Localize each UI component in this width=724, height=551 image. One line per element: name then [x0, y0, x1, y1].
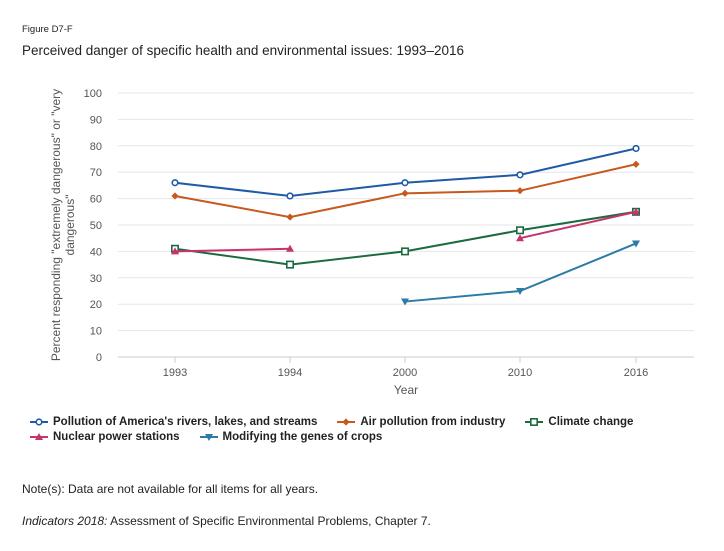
chart-title: Perceived danger of specific health and …	[22, 43, 465, 58]
series-line	[174, 210, 637, 266]
data-point	[632, 144, 640, 153]
data-point	[285, 260, 294, 269]
data-point	[401, 298, 409, 306]
data-point	[516, 187, 524, 195]
data-point	[401, 189, 409, 197]
data-point	[632, 160, 640, 168]
legend-swatch	[199, 433, 218, 441]
data-point	[286, 192, 294, 200]
legend-label: Climate change	[548, 415, 634, 428]
chart-note: Note(s): Data are not available for all …	[22, 482, 319, 496]
legend-swatch	[30, 432, 48, 440]
legend-item: Modifying the genes of crops	[199, 430, 383, 443]
source-italic: Indicators 2018:	[22, 514, 108, 528]
legend-label: Pollution of America's rivers, lakes, an…	[53, 415, 318, 428]
legend-marker	[204, 433, 213, 441]
series-1	[171, 160, 640, 221]
y-tick-label: 80	[90, 141, 102, 153]
series-3	[171, 207, 640, 255]
data-point	[401, 179, 409, 187]
data-point	[515, 226, 524, 235]
legend-item: Pollution of America's rivers, lakes, an…	[30, 416, 317, 428]
y-tick-label: 100	[84, 88, 102, 100]
data-point	[286, 213, 294, 221]
data-point	[632, 240, 640, 248]
data-point	[632, 207, 640, 215]
legend-label: Air pollution from industry	[360, 415, 506, 428]
x-tick-label: 1994	[278, 367, 302, 379]
legend-label: Modifying the genes of crops	[222, 430, 383, 443]
data-point	[286, 244, 294, 252]
series-line	[519, 210, 637, 240]
y-tick-label: 50	[90, 220, 102, 232]
legend-item: Nuclear power stations	[30, 431, 180, 443]
legend-item: Climate change	[525, 416, 633, 428]
y-tick-label: 30	[90, 273, 102, 285]
series-line	[174, 247, 291, 253]
source-text: Assessment of Specific Environmental Pro…	[107, 514, 431, 528]
y-tick-label: 40	[90, 246, 102, 258]
x-tick-label: 2010	[508, 367, 532, 379]
figure-label: Figure D7-F	[22, 24, 73, 35]
y-tick-label: 20	[90, 299, 102, 311]
y-tick-label: 90	[90, 114, 102, 126]
data-point	[171, 179, 179, 187]
chart-source: Indicators 2018: Assessment of Specific …	[22, 514, 431, 528]
legend-swatch	[337, 417, 356, 426]
legend-marker	[342, 417, 350, 426]
y-tick-label: 60	[90, 194, 102, 206]
legend-item: Air pollution from industry	[337, 416, 505, 428]
series-4	[401, 240, 640, 306]
y-tick-label: 10	[90, 326, 102, 338]
data-point	[516, 171, 524, 179]
series-2	[171, 207, 640, 269]
data-point	[171, 192, 179, 200]
legend-marker	[530, 417, 539, 426]
legend-swatch	[30, 417, 48, 426]
legend-marker	[35, 432, 43, 440]
legend-marker	[35, 417, 43, 426]
data-point	[516, 288, 524, 295]
legend-label: Nuclear power stations	[53, 430, 180, 443]
series-0	[171, 144, 640, 200]
x-tick-label: 2016	[624, 367, 648, 379]
y-axis-label: Percent responding "extremely dangerous"…	[49, 89, 77, 361]
data-point	[400, 247, 409, 256]
x-axis-label: Year	[394, 383, 418, 397]
chart-legend: Pollution of America's rivers, lakes, an…	[30, 414, 653, 444]
data-point	[516, 234, 524, 242]
data-point	[171, 247, 179, 255]
x-tick-label: 1993	[163, 367, 187, 379]
y-tick-label: 0	[96, 352, 102, 364]
x-tick-label: 2000	[393, 367, 417, 379]
y-tick-label: 70	[90, 167, 102, 179]
line-chart: 0 10 20 30 40 50 60 70 80 90 100 1993 1994 2000 2010 20…	[49, 88, 694, 397]
legend-swatch	[525, 417, 544, 426]
